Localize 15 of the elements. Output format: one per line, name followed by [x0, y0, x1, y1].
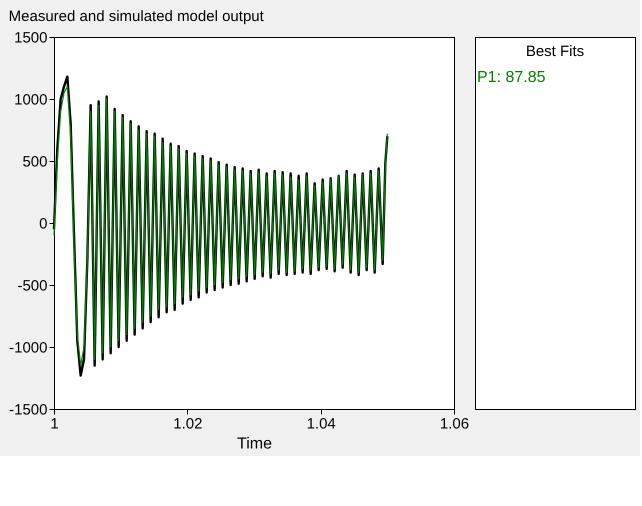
text: P1: 87.85	[477, 69, 546, 86]
y-tick-label: -1500	[9, 402, 48, 418]
chart-title: Measured and simulated model output	[8, 8, 265, 25]
y-tick-label: 1000	[14, 92, 48, 108]
x-axis-title: Time	[237, 436, 272, 452]
legend-title: Best Fits	[526, 43, 584, 60]
x-tick-label: 1.02	[173, 416, 202, 432]
x-tick-label: 1.04	[306, 416, 336, 432]
y-tick-label: -500	[17, 278, 48, 294]
y-tick-label: 0	[39, 216, 48, 232]
x-tick-label: 1.06	[440, 416, 470, 432]
y-tick-label: 1500	[14, 30, 48, 46]
y-tick-label: 500	[22, 154, 48, 170]
x-tick-label: 1	[50, 416, 59, 432]
y-tick-label: -1000	[9, 340, 48, 356]
